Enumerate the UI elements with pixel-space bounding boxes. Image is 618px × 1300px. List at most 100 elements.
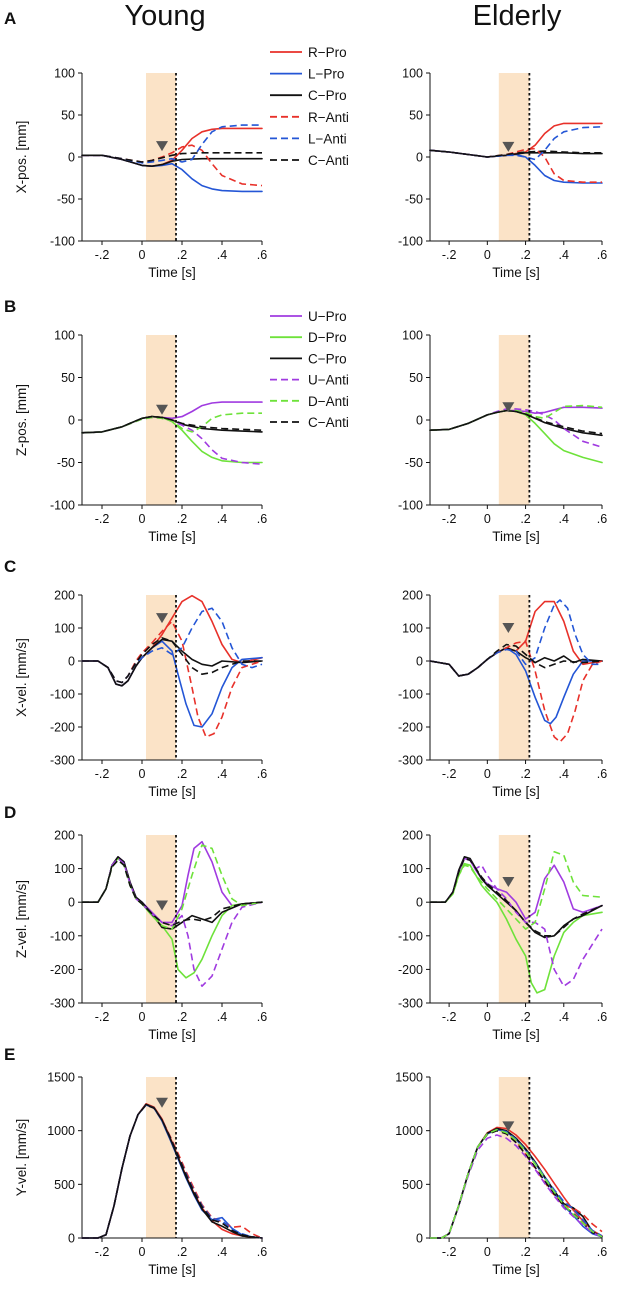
x-tick-label: .2 — [520, 767, 530, 781]
y-tick-label: 200 — [54, 829, 75, 843]
y-tick-label: 1500 — [395, 1071, 423, 1085]
series-c-pro — [429, 855, 603, 939]
legend-label: D−Anti — [308, 394, 349, 409]
y-tick-label: 100 — [54, 622, 75, 636]
y-tick-label: -200 — [50, 963, 75, 977]
y-tick-label: 200 — [402, 589, 423, 603]
legend-item: C−Pro — [270, 88, 347, 103]
x-tick-label: .6 — [597, 512, 607, 526]
legend-row-1: U−Pro D−Pro C−Pro U−Anti D−Anti C−Anti — [270, 309, 349, 430]
x-tick-label: 0 — [484, 248, 491, 262]
x-axis-label: Time [s] — [148, 265, 196, 280]
y-tick-label: -200 — [398, 963, 423, 977]
x-tick-label: .2 — [520, 512, 530, 526]
y-axis-label: X-pos. [mm] — [14, 121, 29, 194]
x-tick-label: -.2 — [442, 248, 457, 262]
triangle-marker-icon — [156, 141, 168, 152]
legend-label: C−Anti — [308, 153, 349, 168]
y-tick-label: -100 — [398, 235, 423, 249]
series-c-anti — [82, 152, 262, 163]
y-tick-label: 500 — [402, 1178, 423, 1192]
y-tick-label: 0 — [68, 655, 75, 669]
x-tick-label: 0 — [484, 1245, 491, 1259]
y-tick-label: -100 — [398, 929, 423, 943]
y-tick-label: 500 — [54, 1178, 75, 1192]
y-tick-label: -100 — [50, 688, 75, 702]
legend-label: C−Pro — [308, 351, 347, 366]
legend-label: D−Pro — [308, 330, 347, 345]
x-tick-label: .4 — [559, 248, 569, 262]
triangle-marker-icon — [502, 402, 515, 413]
y-tick-label: -300 — [50, 754, 75, 768]
x-tick-label: .4 — [559, 1010, 569, 1024]
shaded-window — [498, 595, 530, 760]
y-tick-label: 50 — [61, 109, 75, 123]
legend-label: R−Pro — [308, 45, 347, 60]
chart-D-young: -300 -200 -100 0 100 200 -.2 0 .2 .4 .6 Time [s] Z-v… — [14, 829, 267, 1043]
y-tick-label: 50 — [61, 371, 75, 385]
y-tick-label: -200 — [50, 721, 75, 735]
legend-item: D−Pro — [270, 330, 347, 345]
x-tick-label: .6 — [597, 767, 607, 781]
x-tick-label: .4 — [217, 248, 227, 262]
chart-A-young: -100 -50 0 50 100 -.2 0 .2 .4 .6 Time [s] X-pos. [m… — [14, 67, 267, 281]
x-axis-label: Time [s] — [148, 529, 196, 544]
x-tick-label: .2 — [520, 248, 530, 262]
legend-item: C−Anti — [270, 153, 349, 168]
x-tick-label: 0 — [139, 767, 146, 781]
x-tick-label: .4 — [217, 1010, 227, 1024]
x-tick-label: .4 — [217, 767, 227, 781]
series-c-pro — [81, 638, 263, 687]
x-tick-label: .6 — [257, 512, 267, 526]
legend-label: U−Anti — [308, 373, 349, 388]
x-tick-label: .6 — [597, 1245, 607, 1259]
y-tick-label: 100 — [402, 862, 423, 876]
legend-item: R−Pro — [270, 45, 347, 60]
y-tick-label: 0 — [68, 151, 75, 165]
row-letter-a: A — [4, 9, 16, 28]
y-axis-label: Z-vel. [mm/s] — [14, 880, 29, 958]
y-tick-label: 50 — [409, 371, 423, 385]
legend-item: U−Pro — [270, 309, 347, 324]
series-c-anti — [82, 637, 262, 684]
row-letter-e: E — [4, 1045, 15, 1064]
y-tick-label: 1000 — [47, 1124, 75, 1138]
x-axis-label: Time [s] — [492, 529, 540, 544]
x-tick-label: 0 — [139, 512, 146, 526]
series-u-anti — [430, 857, 603, 988]
legend-label: U−Pro — [308, 309, 347, 324]
series-d-anti — [429, 404, 603, 431]
y-tick-label: -300 — [50, 997, 75, 1011]
x-tick-label: -.2 — [95, 248, 110, 262]
x-tick-label: -.2 — [442, 767, 457, 781]
triangle-marker-icon — [502, 1121, 515, 1132]
legend-label: C−Anti — [308, 415, 349, 430]
legend-label: R−Anti — [308, 110, 349, 125]
x-axis-label: Time [s] — [492, 265, 540, 280]
legend-item: L−Anti — [270, 131, 347, 146]
x-tick-label: .2 — [177, 1245, 187, 1259]
x-tick-label: .2 — [177, 512, 187, 526]
x-tick-label: 0 — [139, 248, 146, 262]
x-tick-label: .6 — [257, 767, 267, 781]
y-tick-label: 100 — [402, 329, 423, 343]
x-axis-label: Time [s] — [492, 1262, 540, 1277]
legend-label: C−Pro — [308, 88, 347, 103]
y-tick-label: 0 — [416, 1232, 423, 1246]
x-tick-label: -.2 — [442, 1010, 457, 1024]
x-tick-label: .6 — [597, 248, 607, 262]
row-letter-b: B — [4, 297, 16, 316]
triangle-marker-icon — [156, 404, 168, 415]
x-tick-label: -.2 — [95, 512, 110, 526]
x-axis-label: Time [s] — [148, 784, 196, 799]
y-tick-label: 0 — [416, 896, 423, 910]
y-axis-label: Y-vel. [mm/s] — [14, 1119, 29, 1197]
x-tick-label: -.2 — [95, 1245, 110, 1259]
y-tick-label: 200 — [402, 829, 423, 843]
series-d-anti — [430, 1128, 603, 1239]
triangle-marker-icon — [502, 877, 515, 888]
y-tick-label: -50 — [57, 456, 75, 470]
row-letter-d: D — [4, 803, 16, 822]
chart-C-young: -300 -200 -100 0 100 200 -.2 0 .2 .4 .6 Time [s] X-v… — [14, 589, 267, 800]
legend-item: L−Pro — [270, 67, 344, 82]
